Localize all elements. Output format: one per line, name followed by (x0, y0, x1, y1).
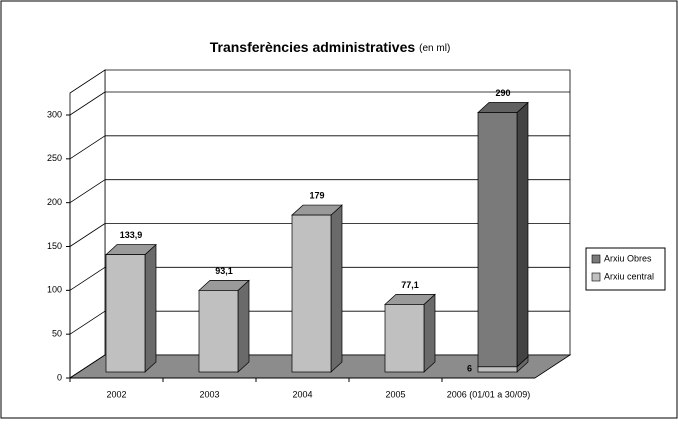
legend-swatch (591, 254, 601, 264)
legend-label: Arxiu Obres (604, 253, 652, 263)
subtitle: (en ml) (419, 43, 450, 54)
bar (384, 304, 425, 373)
chart-title: Transferències administratives (en ml) (210, 39, 451, 55)
grid-line (69, 223, 106, 247)
data-label: 77,1 (401, 280, 419, 290)
bar-side (516, 101, 529, 368)
grid-line (69, 91, 106, 116)
bar-side (423, 293, 436, 373)
grid-line (69, 310, 106, 335)
data-label: 290 (495, 88, 510, 98)
y-tick-label: 300 (47, 109, 62, 119)
data-label: 179 (309, 190, 324, 200)
legend-label: Arxiu central (604, 271, 654, 281)
bar (105, 254, 146, 373)
grid-line (69, 266, 106, 291)
data-label: 133,9 (120, 230, 143, 240)
x-tick-label: 2004 (292, 389, 312, 399)
grid-line (69, 135, 106, 160)
bar (198, 290, 239, 373)
y-tick-label: 0 (57, 372, 62, 382)
data-label: 6 (467, 364, 472, 374)
bar-side (237, 279, 250, 373)
legend-swatch (591, 272, 601, 282)
x-tick-label: 2003 (199, 389, 219, 399)
title: Transferències administratives (210, 39, 416, 55)
y-tick-label: 250 (47, 153, 62, 163)
bar (291, 214, 332, 373)
x-tick-label: 2002 (106, 389, 126, 399)
side-wall (69, 69, 106, 379)
y-tick-label: 150 (47, 241, 62, 251)
bar-side (144, 243, 157, 373)
y-tick-label: 50 (52, 329, 62, 339)
grid-line (69, 179, 106, 204)
bar-side (330, 204, 343, 373)
bar (477, 112, 518, 368)
x-tick-label: 2005 (385, 389, 405, 399)
y-tick-label: 100 (47, 285, 62, 295)
y-tick-label: 200 (47, 197, 62, 207)
data-label: 93,1 (215, 266, 233, 276)
x-tick-label: 2006 (01/01 a 30/09) (447, 389, 531, 399)
bar (477, 366, 518, 373)
